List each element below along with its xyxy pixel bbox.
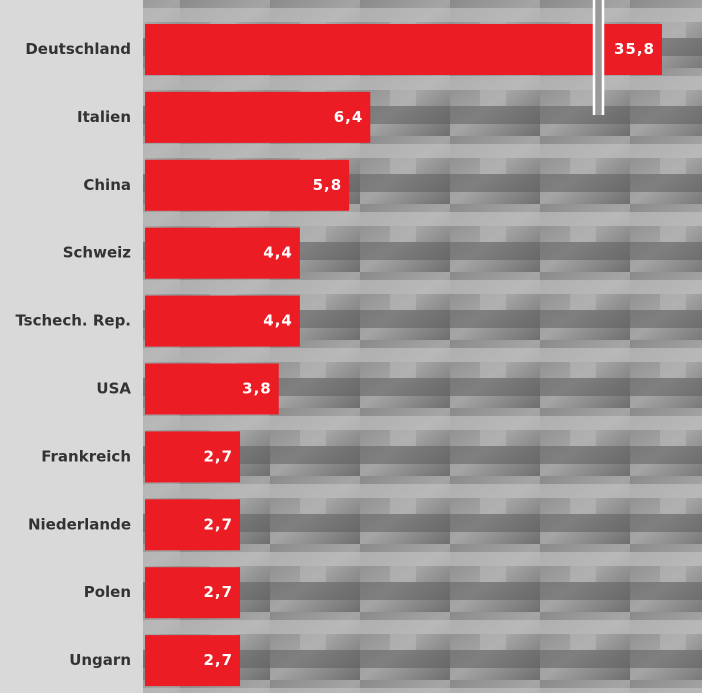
value-label: 2,7 bbox=[203, 515, 233, 533]
axis-break bbox=[592, 0, 605, 115]
value-label: 35,8 bbox=[614, 40, 655, 58]
value-label: 2,7 bbox=[203, 651, 233, 669]
bar bbox=[145, 431, 241, 483]
bar bbox=[145, 635, 241, 687]
bar bbox=[145, 567, 241, 619]
value-label: 2,7 bbox=[203, 447, 233, 465]
bar bbox=[145, 227, 300, 279]
bar bbox=[145, 363, 279, 415]
value-label: 4,4 bbox=[263, 312, 293, 330]
bar bbox=[145, 159, 350, 211]
value-label: 6,4 bbox=[334, 108, 364, 126]
value-label: 4,4 bbox=[263, 244, 293, 262]
category-label: Frankreich bbox=[41, 447, 131, 465]
value-label: 2,7 bbox=[203, 583, 233, 601]
category-label: Tschech. Rep. bbox=[15, 312, 131, 330]
value-label: 3,8 bbox=[242, 380, 272, 398]
category-label: Polen bbox=[84, 583, 131, 601]
bar bbox=[145, 295, 300, 347]
bar bbox=[145, 91, 371, 143]
bar bbox=[145, 24, 662, 75]
category-label: Italien bbox=[77, 108, 131, 126]
category-label: Schweiz bbox=[63, 244, 132, 262]
category-label: Deutschland bbox=[25, 40, 131, 58]
bar bbox=[145, 499, 241, 551]
category-label: Ungarn bbox=[69, 651, 131, 669]
category-label: China bbox=[83, 176, 131, 194]
value-label: 5,8 bbox=[313, 176, 343, 194]
category-label: USA bbox=[96, 380, 131, 398]
category-label: Niederlande bbox=[28, 515, 131, 533]
